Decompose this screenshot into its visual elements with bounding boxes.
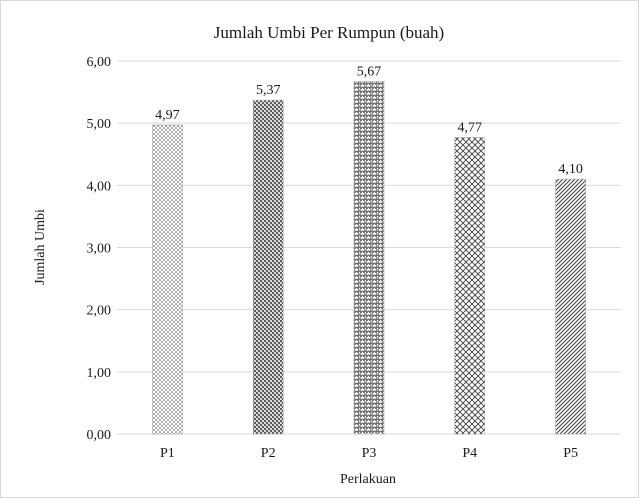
y-tick-label: 4,00	[87, 179, 112, 194]
y-tick-label: 1,00	[87, 366, 112, 381]
x-tick-label-p3: P3	[362, 446, 377, 461]
chart-title: Jumlah Umbi Per Rumpun (buah)	[214, 23, 444, 42]
bar-p2	[252, 99, 284, 435]
x-tick-label-p4: P4	[462, 446, 477, 461]
x-axis-label: Perlakuan	[340, 472, 396, 487]
x-tick-label-p2: P2	[261, 446, 276, 461]
bars	[152, 81, 586, 435]
y-axis-label: Jumlah Umbi	[33, 209, 48, 285]
data-label-p4: 4,77	[458, 120, 483, 135]
bar-p5	[555, 178, 586, 435]
data-label-p2: 5,37	[256, 83, 281, 98]
y-tick-label: 2,00	[87, 304, 112, 319]
x-tick-label-p1: P1	[160, 446, 175, 461]
y-tick-label: 0,00	[87, 428, 112, 443]
y-tick-label: 5,00	[87, 117, 112, 132]
data-labels: 4,97 5,37 5,67 4,77 4,10	[155, 65, 583, 178]
bar-p4	[454, 137, 486, 435]
data-label-p1: 4,97	[155, 108, 180, 123]
bar-p1	[152, 124, 183, 435]
x-axis-ticks: P1 P2 P3 P4 P5	[160, 446, 578, 461]
y-tick-label: 6,00	[87, 55, 112, 70]
y-tick-label: 3,00	[87, 242, 112, 257]
x-tick-label-p5: P5	[563, 446, 578, 461]
data-label-p3: 5,67	[357, 65, 382, 80]
bar-p3	[353, 81, 385, 435]
y-axis-ticks: 0,00 1,00 2,00 3,00 4,00 5,00 6,00	[87, 55, 112, 443]
data-label-p5: 4,10	[558, 162, 583, 177]
